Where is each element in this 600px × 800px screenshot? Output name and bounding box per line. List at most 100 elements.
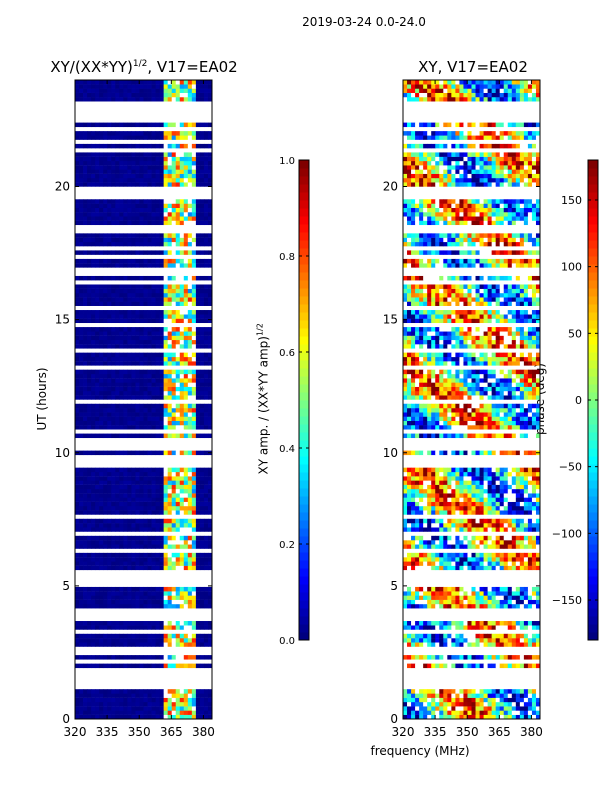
heatmap-cell	[171, 642, 177, 647]
heatmap-cell	[151, 369, 156, 375]
heatmap-cell	[463, 552, 468, 558]
heatmap-cell	[203, 701, 209, 707]
heatmap-cell	[111, 561, 116, 566]
heatmap-cell	[467, 561, 472, 566]
heatmap-cell	[135, 160, 140, 166]
y-tick-label: 10	[55, 446, 70, 460]
heatmap-cell	[191, 527, 197, 532]
heatmap-cell	[195, 335, 201, 341]
heatmap-cell	[139, 122, 144, 128]
heatmap-cell	[163, 131, 169, 136]
heatmap-cell	[131, 373, 136, 379]
heatmap-cell	[75, 390, 80, 396]
heatmap-cell	[147, 297, 152, 302]
heatmap-cell	[91, 655, 96, 660]
heatmap-cell	[207, 480, 213, 485]
heatmap-cell	[151, 552, 156, 558]
heatmap-cell	[191, 207, 197, 213]
heatmap-cell	[87, 80, 92, 85]
heatmap-cell	[135, 625, 140, 630]
heatmap-cell	[431, 710, 436, 715]
heatmap-cell	[91, 258, 96, 264]
heatmap-cell	[191, 135, 197, 140]
heatmap-cell	[99, 263, 104, 268]
heatmap-cell	[79, 523, 84, 528]
heatmap-cell	[175, 297, 181, 302]
heatmap-cell	[439, 655, 444, 660]
heatmap-cell	[103, 450, 108, 456]
heatmap-cell	[147, 250, 152, 255]
heatmap-cell	[483, 655, 489, 660]
heatmap-cell	[131, 173, 136, 179]
heatmap-cell	[91, 706, 96, 711]
heatmap-cell	[115, 339, 120, 345]
heatmap-cell	[139, 160, 144, 166]
heatmap-cell	[79, 591, 84, 596]
heatmap-cell	[123, 301, 128, 306]
heatmap-cell	[443, 471, 448, 477]
heatmap-cell	[107, 216, 112, 221]
heatmap-cell	[163, 297, 169, 302]
heatmap-cell	[443, 697, 448, 703]
heatmap-cell	[459, 561, 464, 566]
heatmap-cell	[527, 621, 533, 626]
heatmap-cell	[207, 467, 213, 473]
heatmap-cell	[163, 544, 169, 549]
heatmap-cell	[143, 540, 148, 545]
heatmap-cell	[127, 595, 132, 600]
heatmap-cell	[511, 633, 517, 639]
heatmap-cell	[111, 382, 116, 387]
heatmap-cell	[83, 143, 88, 149]
heatmap-cell	[503, 697, 509, 703]
heatmap-cell	[95, 642, 100, 647]
heatmap-cell	[151, 275, 156, 281]
heatmap-cell	[167, 122, 173, 128]
heatmap-cell	[115, 561, 120, 566]
heatmap-cell	[479, 544, 484, 549]
heatmap-cell	[151, 638, 156, 643]
heatmap-cell	[135, 663, 140, 669]
heatmap-cell	[131, 199, 136, 204]
heatmap-cell	[75, 203, 80, 208]
heatmap-cell	[127, 565, 132, 571]
heatmap-cell	[127, 471, 132, 477]
heatmap-cell	[111, 425, 116, 430]
heatmap-cell	[139, 177, 144, 183]
heatmap-cell	[447, 706, 452, 711]
heatmap-cell	[155, 655, 161, 660]
heatmap-cell	[451, 544, 456, 549]
heatmap-cell	[199, 599, 205, 605]
heatmap-cell	[447, 433, 452, 439]
heatmap-cell	[179, 603, 185, 609]
heatmap-cell	[135, 621, 140, 626]
heatmap-cell	[463, 476, 468, 481]
heatmap-cell	[163, 241, 169, 247]
heatmap-cell	[159, 697, 165, 703]
heatmap-cell	[143, 327, 148, 332]
heatmap-cell	[87, 301, 92, 306]
heatmap-cell	[199, 488, 205, 494]
heatmap-cell	[427, 642, 432, 647]
heatmap-cell	[199, 497, 205, 502]
heatmap-cell	[163, 586, 169, 592]
heatmap-cell	[159, 88, 165, 93]
heatmap-cell	[107, 339, 112, 345]
heatmap-cell	[195, 143, 201, 149]
heatmap-cell	[123, 416, 128, 421]
heatmap-cell	[131, 212, 136, 217]
heatmap-cell	[119, 284, 124, 289]
heatmap-cell	[459, 710, 464, 715]
heatmap-cell	[143, 591, 148, 596]
heatmap-cell	[203, 535, 209, 541]
heatmap-cell	[487, 510, 493, 515]
heatmap-cell	[123, 493, 128, 498]
heatmap-cell	[199, 310, 205, 315]
heatmap-cell	[123, 689, 128, 694]
heatmap-cell	[431, 471, 436, 477]
colorbar-segment	[299, 624, 309, 633]
heatmap-cell	[167, 80, 173, 85]
heatmap-cell	[91, 433, 96, 439]
heatmap-cell	[127, 331, 132, 336]
heatmap-cell	[155, 92, 161, 98]
